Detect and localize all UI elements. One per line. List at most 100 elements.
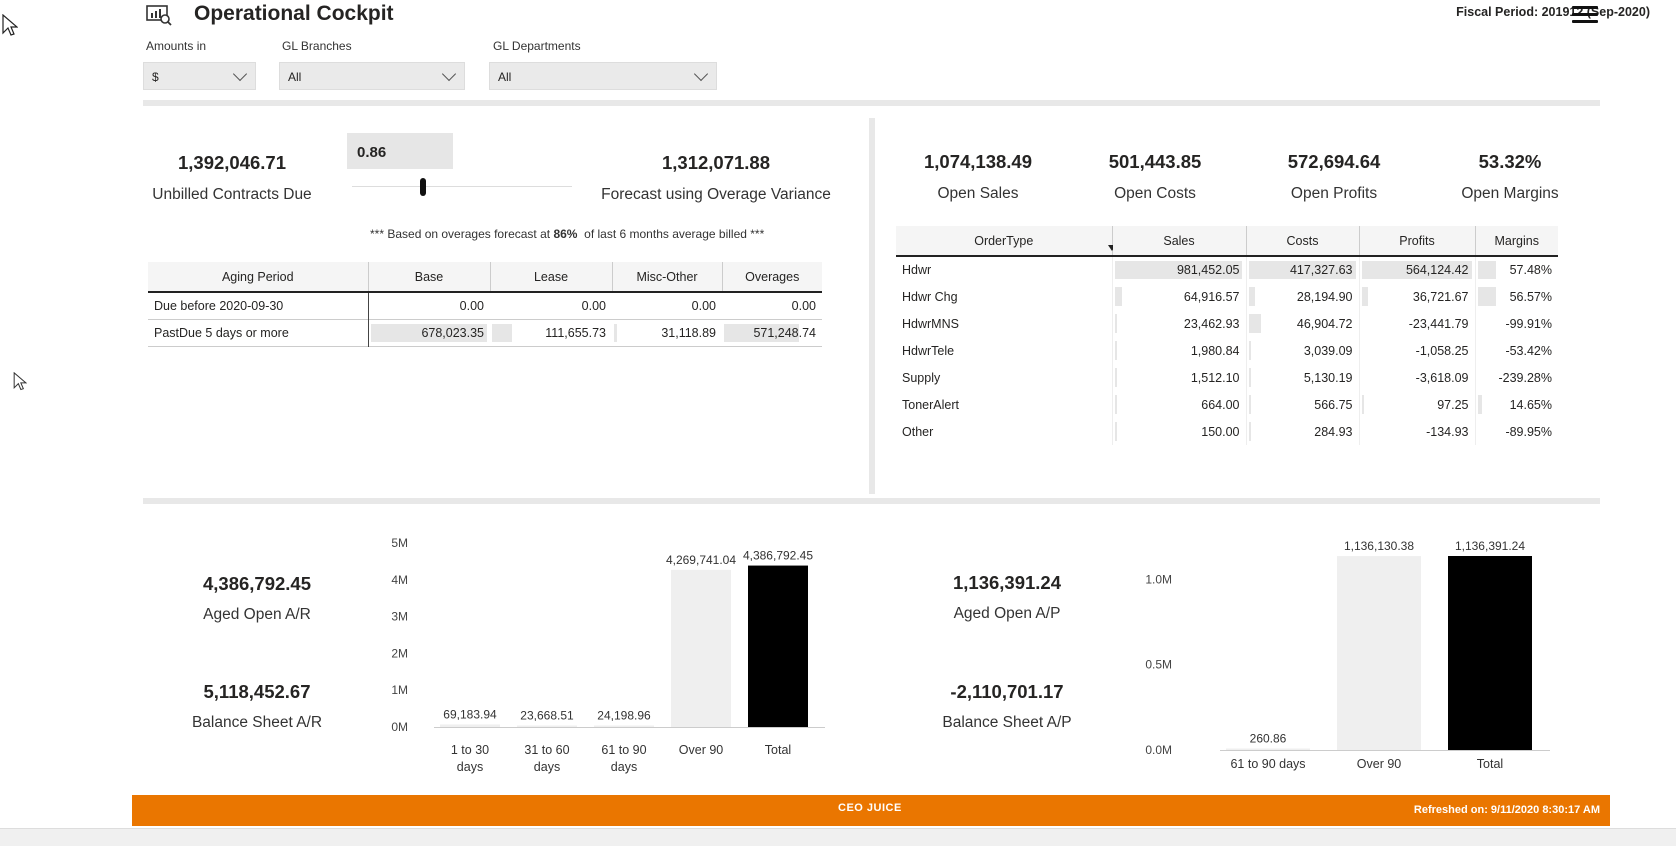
data-label: 24,198.96 — [597, 709, 651, 723]
sales-header[interactable]: Sales — [1112, 226, 1247, 257]
table-row[interactable]: Other 150.00 284.93 -134.93 -89.95% — [896, 418, 1558, 445]
departments-dropdown[interactable]: All — [489, 62, 717, 90]
costs-header[interactable]: Costs — [1246, 226, 1360, 257]
cell-sales: 150.00 — [1111, 418, 1246, 445]
amounts-dropdown[interactable]: $ — [143, 62, 256, 90]
table-row[interactable]: Supply 1,512.10 5,130.19 -3,618.09 -239.28% — [896, 364, 1558, 391]
y-tick-label: 1.0M — [1145, 572, 1172, 586]
y-tick-label: 3M — [391, 610, 408, 624]
data-bar — [1114, 261, 1243, 279]
category-label: 61 to 90 — [601, 743, 646, 757]
slider-track[interactable] — [352, 186, 572, 187]
cell-profits: -1,058.25 — [1358, 337, 1475, 364]
overages-header[interactable]: Overages — [722, 262, 822, 293]
table-row[interactable]: Hdwr Chg 64,916.57 28,194.90 36,721.67 56.57… — [896, 283, 1558, 310]
data-bar — [1248, 368, 1251, 387]
ordertype-header[interactable]: OrderType — [896, 226, 1116, 257]
data-label: 23,668.51 — [520, 709, 574, 723]
cell-profits: 36,721.67 — [1358, 283, 1475, 310]
table-row[interactable]: TonerAlert 664.00 566.75 97.25 14.65% — [896, 391, 1558, 418]
category-label: 31 to 60 — [524, 743, 569, 757]
amounts-label: Amounts in — [146, 39, 207, 53]
aging-header[interactable]: Aging Period — [148, 262, 369, 293]
bar — [517, 725, 577, 727]
bar — [440, 724, 500, 727]
data-bar — [1248, 314, 1261, 333]
table-row[interactable]: PastDue 5 days or more 678,023.35 111,65… — [148, 319, 822, 346]
cell-margins: -53.42% — [1474, 337, 1558, 364]
cell-sales: 23,462.93 — [1111, 310, 1246, 337]
cell-base: 0.00 — [459, 298, 484, 313]
departments-value: All — [498, 70, 512, 84]
unbilled-label: Unbilled Contracts Due — [152, 186, 312, 203]
data-bar — [1477, 395, 1483, 414]
category-label: Over 90 — [1357, 757, 1402, 771]
cell-misc: 31,118.89 — [612, 319, 722, 346]
table-row[interactable]: Due before 2020-09-30 0.00 0.00 0.00 0.0… — [148, 292, 822, 319]
y-tick-label: 4M — [391, 573, 408, 587]
bar — [671, 569, 731, 727]
base-header[interactable]: Base — [368, 262, 491, 293]
data-bar — [1248, 261, 1357, 279]
data-bar — [1248, 422, 1251, 441]
lease-header[interactable]: Lease — [490, 262, 613, 293]
cursor-icon — [2, 13, 19, 43]
category-label: 1 to 30 — [451, 743, 489, 757]
table-row[interactable]: Hdwr 981,452.05 417,327.63 564,124.42 57.48% — [896, 256, 1558, 283]
data-bar — [1114, 422, 1118, 441]
report-icon — [146, 4, 172, 26]
cell-costs: 46,904.72 — [1245, 310, 1359, 337]
chevron-down-icon — [232, 66, 248, 82]
refreshed-timestamp: Refreshed on: 9/11/2020 8:30:17 AM — [1413, 804, 1600, 816]
order-type-table: OrderType Sales Costs Profits Margins Hd… — [896, 226, 1558, 445]
row-label: TonerAlert — [902, 397, 959, 412]
bar — [1448, 556, 1532, 750]
row-label: HdwrMNS — [902, 316, 959, 331]
data-label: 1,136,130.38 — [1344, 539, 1414, 553]
data-bar — [1361, 261, 1472, 279]
row-label: Other — [902, 424, 934, 439]
bs-ap-label: Balance Sheet A/P — [942, 714, 1072, 731]
row-label: PastDue 5 days or more — [148, 319, 369, 346]
cell-sales: 1,980.84 — [1111, 337, 1246, 364]
branches-dropdown[interactable]: All — [279, 62, 465, 90]
misc-header[interactable]: Misc-Other — [612, 262, 723, 293]
cell-margins: 57.48% — [1474, 256, 1558, 283]
fiscal-period: Fiscal Period: 201912 (Sep-2020) — [1456, 5, 1650, 19]
row-label: Due before 2020-09-30 — [148, 292, 369, 319]
cell-margins: -239.28% — [1474, 364, 1558, 391]
cell-base: 678,023.35 — [368, 319, 490, 346]
cell-margins: 56.57% — [1474, 283, 1558, 310]
y-tick-label: 5M — [391, 536, 408, 550]
cursor-icon — [13, 371, 28, 397]
bar — [594, 725, 654, 727]
data-bar — [1361, 395, 1364, 414]
category-label: 61 to 90 days — [1230, 757, 1305, 771]
y-tick-label: 2M — [391, 646, 408, 660]
table-row[interactable]: HdwrMNS 23,462.93 46,904.72 -23,441.79 -99.9… — [896, 310, 1558, 337]
data-bar — [1248, 395, 1251, 414]
status-strip — [0, 828, 1676, 846]
slider-handle[interactable] — [420, 178, 427, 196]
slider-value-box[interactable]: 0.86 — [347, 133, 453, 169]
bar — [1337, 556, 1421, 750]
forecast-label: Forecast using Overage Variance — [601, 186, 831, 203]
profits-header[interactable]: Profits — [1359, 226, 1476, 257]
sort-desc-icon[interactable] — [1107, 245, 1116, 251]
row-label: HdwrTele — [902, 343, 955, 358]
branches-value: All — [288, 70, 302, 84]
category-label: Total — [765, 743, 791, 757]
cell-profits: -134.93 — [1358, 418, 1475, 445]
data-bar — [1477, 287, 1497, 306]
data-label: 1,136,391.24 — [1455, 539, 1525, 553]
cell-lease: 111,655.73 — [490, 319, 612, 346]
aged-ap-value: 1,136,391.24 — [952, 572, 1062, 593]
cell-margins: -99.91% — [1474, 310, 1558, 337]
data-bar — [1114, 341, 1118, 360]
row-label: Hdwr Chg — [902, 289, 958, 304]
margins-header[interactable]: Margins — [1475, 226, 1558, 257]
menu-icon[interactable] — [1572, 6, 1598, 28]
open-sales-label: Open Sales — [937, 185, 1019, 202]
table-row[interactable]: HdwrTele 1,980.84 3,039.09 -1,058.25 -53.42% — [896, 337, 1558, 364]
open-profits-value: 572,694.64 — [1287, 151, 1381, 172]
